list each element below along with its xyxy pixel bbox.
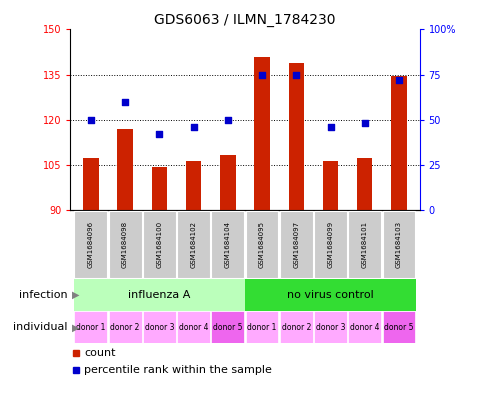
Bar [391,76,406,210]
Bar [74,279,244,311]
Bar [220,154,235,210]
Text: GSM1684102: GSM1684102 [190,221,196,268]
Bar [314,311,346,343]
Bar [348,211,380,278]
Text: GSM1684103: GSM1684103 [395,221,401,268]
Text: count: count [84,348,116,358]
Text: donor 1: donor 1 [247,323,276,332]
Text: donor 5: donor 5 [383,323,413,332]
Bar [185,161,201,210]
Text: GSM1684104: GSM1684104 [225,221,230,268]
Text: ▶: ▶ [72,290,79,300]
Point [257,72,265,78]
Point [326,124,333,130]
Text: percentile rank within the sample: percentile rank within the sample [84,365,272,375]
Bar [108,211,141,278]
Text: GSM1684098: GSM1684098 [122,221,128,268]
Text: GSM1684095: GSM1684095 [258,221,264,268]
Text: no virus control: no virus control [287,290,373,300]
Text: donor 3: donor 3 [315,323,345,332]
Bar [108,311,141,343]
Text: individual: individual [14,322,68,332]
Point [189,124,197,130]
Point [87,117,94,123]
Bar [382,211,415,278]
Bar [74,211,107,278]
Bar [254,57,269,210]
Bar [245,311,278,343]
Bar [348,311,380,343]
Text: donor 1: donor 1 [76,323,106,332]
Point [394,77,402,83]
Text: donor 2: donor 2 [110,323,139,332]
Text: donor 3: donor 3 [144,323,174,332]
Bar [279,211,312,278]
Bar [83,158,98,210]
Bar [211,311,244,343]
Bar [314,211,346,278]
Bar [211,211,244,278]
Text: GSM1684096: GSM1684096 [88,221,94,268]
Bar [117,129,133,210]
Text: GSM1684101: GSM1684101 [361,221,367,268]
Text: influenza A: influenza A [128,290,190,300]
Bar [288,62,303,210]
Bar [322,161,337,210]
Text: GSM1684097: GSM1684097 [293,221,299,268]
Bar [74,311,107,343]
Bar [382,311,415,343]
Text: donor 5: donor 5 [212,323,242,332]
Bar [279,311,312,343]
Bar [177,311,210,343]
Point [360,120,368,127]
Point [292,72,300,78]
Text: GSM1684099: GSM1684099 [327,221,333,268]
Bar [151,167,166,210]
Point [155,131,163,138]
Text: donor 2: donor 2 [281,323,310,332]
Bar [356,158,372,210]
Bar [143,211,175,278]
Text: donor 4: donor 4 [179,323,208,332]
Point [121,99,129,105]
Bar [244,279,415,311]
Title: GDS6063 / ILMN_1784230: GDS6063 / ILMN_1784230 [154,13,335,27]
Text: donor 4: donor 4 [349,323,378,332]
Bar [177,211,210,278]
Text: infection: infection [19,290,68,300]
Bar [245,211,278,278]
Text: ▶: ▶ [72,322,79,332]
Point [224,117,231,123]
Bar [143,311,175,343]
Text: GSM1684100: GSM1684100 [156,221,162,268]
